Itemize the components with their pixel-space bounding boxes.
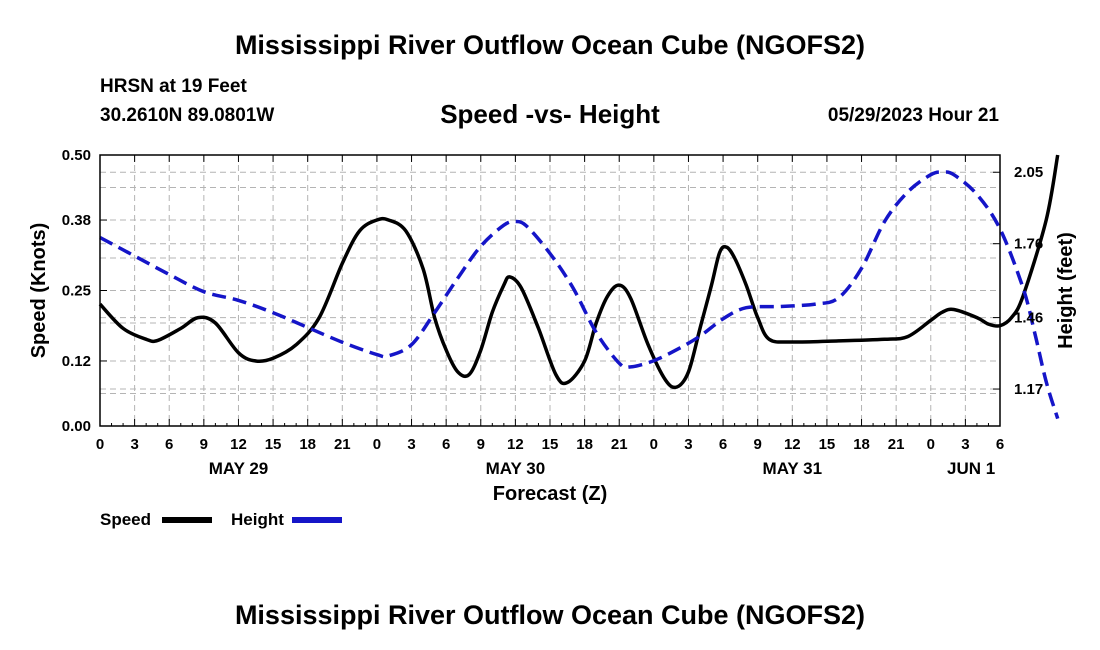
x-tick-label: 18 [853,436,870,453]
y2-tick-label: 1.76 [1014,236,1043,253]
x-tick-label: 18 [299,436,316,453]
x-tick-label: 21 [888,436,905,453]
x-tick-label: 0 [927,436,935,453]
y2-tick-label: 1.46 [1014,310,1043,327]
x-tick-label: 21 [334,436,351,453]
y-tick-label: 0.50 [62,147,91,164]
y-tick-label: 0.38 [62,212,91,229]
x-tick-label: 18 [576,436,593,453]
y-tick-label: 0.12 [62,353,91,370]
y2-axis-label: Height (feet) [1055,232,1077,349]
x-tick-label: 9 [200,436,208,453]
x-tick-label: 12 [784,436,801,453]
y2-tick-label: 1.17 [1014,381,1043,398]
grid-lines [100,155,1000,426]
chart-subtitle: Speed -vs- Height [440,99,660,129]
series-layer [98,154,1060,420]
y-tick-label: 0.00 [62,418,91,435]
date-label: JUN 1 [947,459,995,478]
x-tick-label: 6 [165,436,173,453]
axes: 0 3 6 9 12 15 18 21 0 3 6 9 12 15 18 21 0 3 6 9 12 15 18 21 0 3 6 M… [62,147,1043,478]
x-tick-label: 15 [819,436,836,453]
station-label: HRSN at 19 Feet [100,76,247,97]
x-tick-label: 0 [373,436,381,453]
speed-height-chart: 0 3 6 9 12 15 18 21 0 3 6 9 12 15 18 21 0 3 6 9 12 15 18 21 0 3 6 M… [28,147,1077,529]
main-title: Mississippi River Outflow Ocean Cube (NG… [234,30,866,60]
x-tick-label: 15 [265,436,282,453]
x-tick-label: 6 [996,436,1004,453]
x-tick-label: 9 [477,436,485,453]
y2-tick-label: 2.05 [1014,164,1043,181]
x-tick-label: 21 [611,436,628,453]
x-tick-label: 9 [754,436,762,453]
legend-height-label: Height [231,510,284,529]
x-axis-label: Forecast (Z) [493,483,607,505]
date-label: MAY 31 [763,459,823,478]
x-tick-label: 3 [684,436,692,453]
x-tick-label: 3 [130,436,138,453]
station-coordinates: 30.2610N 89.0801W [100,105,275,126]
legend-speed-label: Speed [100,510,151,529]
series-line-speed [98,154,1060,390]
x-tick-label: 3 [961,436,969,453]
x-tick-label: 0 [96,436,104,453]
x-tick-label: 6 [719,436,727,453]
y-tick-label: 0.25 [62,283,91,300]
x-tick-label: 15 [542,436,559,453]
date-label: MAY 30 [486,459,546,478]
x-tick-label: 12 [230,436,247,453]
forecast-timestamp: 05/29/2023 Hour 21 [827,105,999,126]
x-tick-label: 6 [442,436,450,453]
y-axis-label: Speed (Knots) [28,223,50,359]
date-label: MAY 29 [209,459,269,478]
x-tick-label: 3 [407,436,415,453]
bottom-title: Mississippi River Outflow Ocean Cube (NG… [234,600,866,630]
series-line-height [99,170,1060,420]
x-tick-label: 12 [507,436,524,453]
x-tick-label: 0 [650,436,658,453]
legend: Speed Height [100,510,342,529]
